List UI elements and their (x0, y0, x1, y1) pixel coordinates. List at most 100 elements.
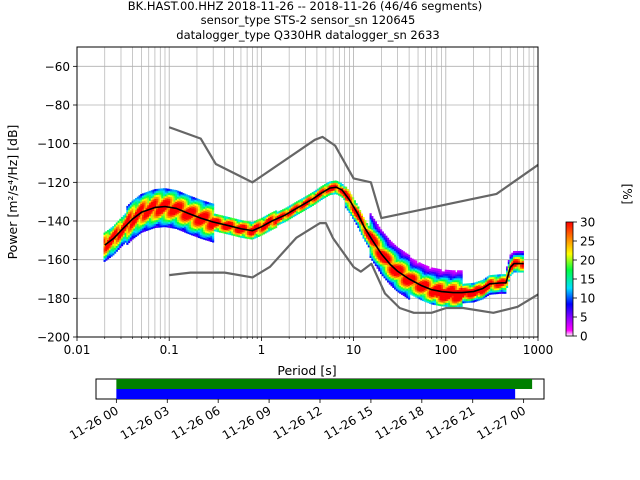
heatmap-cell (114, 251, 117, 254)
heatmap-cell (164, 209, 167, 212)
heatmap-cell (112, 249, 115, 252)
heatmap-cell (126, 219, 129, 222)
y-tick-label: −200 (37, 331, 70, 345)
heatmap-cell (140, 222, 143, 226)
heatmap-cell (185, 221, 188, 224)
heatmap-cell (191, 223, 194, 226)
heatmap-cell (138, 232, 141, 235)
heatmap-cell (220, 230, 223, 234)
heatmap-cell (355, 208, 358, 212)
heatmap-cell (119, 218, 122, 221)
heatmap-cell (413, 269, 416, 272)
heatmap-cell (245, 224, 248, 228)
heatmap-cell (250, 237, 253, 240)
heatmap-cell (359, 227, 362, 230)
heatmap-cell (124, 236, 127, 239)
heatmap-cell (121, 242, 124, 245)
heatmap-cell (177, 221, 180, 224)
heatmap-cell (177, 200, 180, 203)
heatmap-cell (495, 284, 498, 287)
heatmap-cell (346, 192, 349, 196)
heatmap-cell (240, 229, 243, 232)
heatmap-cell (149, 198, 152, 201)
heatmap-cell (381, 241, 384, 244)
heatmap-cell (178, 203, 181, 206)
heatmap-cell (404, 293, 407, 296)
heatmap-cell (154, 194, 157, 198)
y-tick-label: −80 (45, 99, 70, 113)
heatmap-cell (373, 261, 376, 264)
heatmap-cell (355, 216, 358, 219)
heatmap-cell (378, 228, 381, 231)
heatmap-cell (409, 263, 412, 266)
heatmap-cell (175, 215, 178, 218)
heatmap-cell (187, 224, 190, 227)
heatmap-cell (492, 274, 495, 278)
heatmap-cell (460, 276, 463, 279)
heatmap-cell (135, 209, 138, 212)
heatmap-cell (455, 278, 458, 281)
heatmap-cell (455, 293, 458, 296)
heatmap-cell (437, 272, 440, 275)
heatmap-cell (374, 236, 377, 240)
heatmap-cell (374, 231, 377, 234)
heatmap-cell (504, 287, 507, 290)
heatmap-cell (416, 296, 419, 299)
heatmap-cell (378, 259, 381, 262)
heatmap-cell (464, 295, 467, 298)
heatmap-cell (374, 248, 377, 251)
heatmap-cell (374, 263, 377, 267)
heatmap-cell (143, 194, 146, 197)
heatmap-cell (224, 227, 227, 230)
heatmap-cell (192, 220, 195, 223)
heatmap-cell (409, 290, 412, 293)
heatmap-cell (360, 232, 363, 236)
heatmap-cell (500, 289, 503, 292)
heatmap-cell (171, 191, 174, 194)
heatmap-cell (103, 238, 106, 241)
heatmap-cell (514, 268, 517, 271)
heatmap-cell (338, 181, 341, 185)
heatmap-cell (472, 286, 475, 289)
heatmap-cell (178, 214, 181, 217)
heatmap-cell (187, 227, 190, 231)
heatmap-cell (369, 230, 372, 233)
heatmap-cell (156, 225, 159, 228)
heatmap-cell (259, 228, 262, 231)
heatmap-cell (430, 267, 433, 270)
heatmap-cell (437, 295, 440, 299)
heatmap-cell (191, 221, 194, 224)
heatmap-cell (362, 232, 365, 235)
heatmap-cell (430, 294, 433, 297)
heatmap-cell (303, 201, 306, 204)
heatmap-cell (201, 235, 204, 238)
heatmap-cell (119, 243, 122, 247)
heatmap-cell (518, 258, 521, 261)
heatmap-cell (310, 193, 313, 196)
heatmap-cell (434, 287, 437, 290)
heatmap-cell (136, 204, 139, 207)
heatmap-cell (205, 234, 208, 237)
heatmap-cell (278, 220, 281, 223)
heatmap-cell (180, 196, 183, 199)
heatmap-cell (353, 217, 356, 220)
heatmap-cell (171, 210, 174, 213)
heatmap-cell (178, 224, 181, 227)
heatmap-cell (208, 239, 211, 242)
heatmap-cell (240, 231, 243, 234)
heatmap-cell (441, 280, 444, 284)
heatmap-cell (413, 286, 416, 289)
heatmap-cell (434, 270, 437, 273)
heatmap-cell (397, 247, 400, 251)
heatmap-cell (140, 224, 143, 228)
heatmap-cell (173, 212, 176, 216)
heatmap-cell (402, 262, 405, 266)
heatmap-cell (418, 297, 421, 300)
heatmap-cell (406, 280, 409, 283)
heatmap-cell (390, 243, 393, 246)
heatmap-cell (516, 256, 519, 259)
heatmap-cell (336, 190, 339, 193)
heatmap-cell (194, 234, 197, 237)
heatmap-cell (373, 257, 376, 260)
heatmap-cell (206, 211, 209, 214)
